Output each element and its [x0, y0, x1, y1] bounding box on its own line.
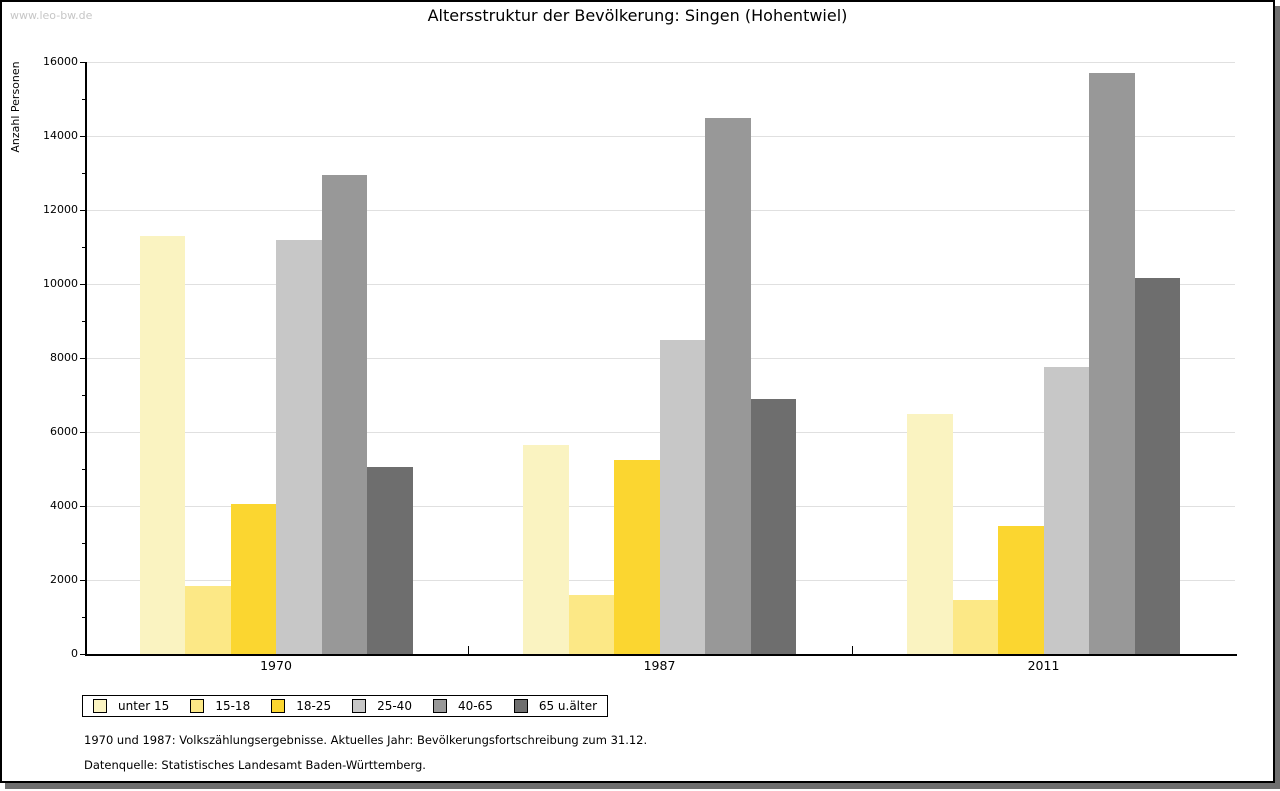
bar-unter-15-2011 [907, 413, 953, 654]
y-axis-tick-label: 10000 [43, 277, 78, 290]
legend-label: 65 u.älter [538, 699, 598, 713]
bar-18-25-1970 [230, 504, 276, 654]
legend-entry: 18-25 [271, 699, 331, 713]
legend-label: 15-18 [215, 699, 251, 713]
footnote-datasource: Datenquelle: Statistisches Landesamt Bad… [84, 758, 426, 772]
x-axis-group-divider [851, 646, 853, 654]
legend-label: 40-65 [457, 699, 493, 713]
y-axis-tick [82, 469, 85, 470]
y-axis-tick [80, 210, 85, 211]
legend-swatch [513, 699, 528, 713]
y-axis-tick-label: 12000 [43, 203, 78, 216]
x-axis-category-label: 2011 [1027, 658, 1060, 673]
bar-65-u-lter-1987 [750, 398, 796, 654]
legend-entry: 65 u.älter [513, 699, 598, 713]
y-axis-tick [80, 358, 85, 359]
x-axis-line [85, 654, 1237, 656]
bar-15-18-1987 [568, 594, 614, 654]
y-axis-tick-label: 2000 [50, 573, 78, 586]
legend-label: unter 15 [118, 699, 170, 713]
y-axis-tick [80, 62, 85, 63]
y-axis-tick-label: 16000 [43, 55, 78, 68]
y-axis-tick [82, 543, 85, 544]
y-axis-tick [80, 654, 85, 655]
gridline [87, 284, 1235, 285]
legend-label: 25-40 [377, 699, 412, 713]
page-title: Altersstruktur der Bevölkerung: Singen (… [427, 6, 848, 25]
legend-entry: unter 15 [93, 699, 169, 713]
legend-swatch [352, 699, 367, 713]
gridline [87, 210, 1235, 211]
bar-15-18-2011 [952, 600, 998, 654]
legend-swatch [271, 699, 286, 713]
y-axis-tick [80, 136, 85, 137]
y-axis-tick [80, 506, 85, 507]
y-axis-tick-label: 4000 [50, 499, 78, 512]
y-axis-tick-label: 6000 [50, 425, 78, 438]
footnote-sources: 1970 und 1987: Volkszählungsergebnisse. … [84, 733, 648, 747]
bar-25-40-2011 [1043, 367, 1089, 654]
watermark: www.leo-bw.de [10, 9, 93, 22]
x-axis-group-divider [467, 646, 469, 654]
legend-swatch [432, 699, 447, 713]
gridline [87, 136, 1235, 137]
bar-15-18-1970 [185, 585, 231, 654]
legend-entry: 25-40 [352, 699, 412, 713]
y-axis-tick [82, 99, 85, 100]
y-axis-tick [82, 617, 85, 618]
legend-swatch [93, 699, 107, 713]
bar-40-65-1970 [321, 174, 367, 654]
bar-65-u-lter-2011 [1134, 278, 1180, 654]
y-axis-tick-label: 0 [71, 647, 78, 660]
legend-entry: 15-18 [190, 699, 250, 713]
bar-25-40-1987 [659, 339, 705, 654]
x-axis-category-label: 1987 [643, 658, 676, 673]
y-axis-tick-label: 8000 [50, 351, 78, 364]
plot-area: 0 2000 4000 6000 8000 10000 12000 14000 16000 197… [43, 55, 1237, 673]
y-axis-tick-label: 14000 [43, 129, 78, 142]
legend: unter 15 15-18 18-25 25-40 40-65 65 u.älter [82, 695, 609, 717]
legend-swatch [190, 699, 205, 713]
gridline [87, 62, 1235, 63]
y-axis-tick [82, 395, 85, 396]
y-axis-tick [82, 173, 85, 174]
bar-65-u-lter-1970 [367, 467, 413, 654]
bar-unter-15-1987 [523, 444, 569, 654]
y-axis-tick [80, 580, 85, 581]
bar-unter-15-1970 [139, 235, 185, 654]
bar-18-25-2011 [998, 526, 1044, 654]
bar-40-65-1987 [705, 117, 751, 654]
y-axis-tick [80, 284, 85, 285]
bar-40-65-2011 [1089, 73, 1135, 654]
x-axis-category-label: 1970 [260, 658, 292, 673]
y-axis-tick [82, 247, 85, 248]
legend-entry: 40-65 [432, 699, 493, 713]
bar-18-25-1987 [614, 459, 660, 654]
bar-25-40-1970 [276, 239, 322, 654]
y-axis-tick [80, 432, 85, 433]
y-axis-line [85, 62, 87, 656]
legend-label: 18-25 [296, 699, 332, 713]
y-axis-tick [82, 321, 85, 322]
